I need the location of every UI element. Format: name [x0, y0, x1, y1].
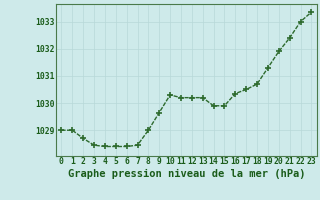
X-axis label: Graphe pression niveau de la mer (hPa): Graphe pression niveau de la mer (hPa) — [68, 169, 305, 179]
